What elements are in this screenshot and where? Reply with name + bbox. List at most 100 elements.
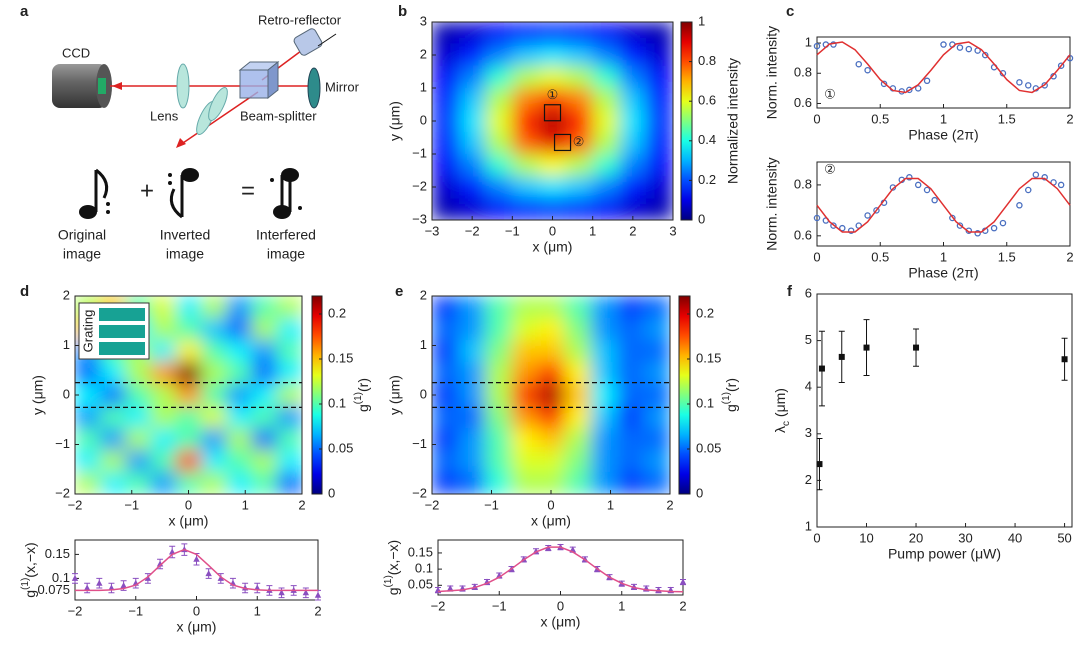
point — [1032, 171, 1040, 178]
cell — [201, 450, 227, 473]
cell — [485, 132, 513, 155]
cell — [646, 88, 674, 111]
cell — [75, 384, 101, 407]
x-tick-label: 0.5 — [871, 111, 889, 126]
axis-label: g(1)(r) — [353, 378, 371, 412]
cell — [619, 66, 647, 89]
y-tick-label: 3 — [805, 425, 812, 440]
fit-line — [75, 548, 318, 592]
cell — [432, 472, 459, 495]
x-tick-label: 2 — [629, 223, 636, 238]
annotation: ② — [824, 161, 836, 176]
cell — [251, 318, 278, 341]
y-tick-label: 4 — [805, 379, 812, 394]
cell — [537, 450, 565, 473]
point — [863, 344, 870, 351]
cell — [511, 472, 539, 495]
point — [923, 186, 931, 194]
cell — [458, 318, 486, 341]
point — [965, 45, 973, 53]
colorbar-tick-label: 0 — [328, 485, 335, 500]
cell — [537, 406, 565, 429]
cell — [458, 428, 486, 451]
cell — [511, 296, 539, 319]
panel: f 0 10 20 30 40 50 1 2 3 4 5 6 — [787, 283, 1073, 545]
cell — [125, 472, 152, 495]
cell — [251, 406, 278, 429]
x-tick-label: 0 — [813, 530, 820, 545]
cell — [539, 154, 567, 177]
cell — [458, 198, 487, 221]
x-tick-label: 20 — [909, 530, 923, 545]
cell — [226, 472, 253, 495]
cell — [590, 406, 618, 429]
point — [914, 181, 922, 189]
cell — [175, 428, 202, 451]
cell — [150, 384, 177, 407]
cell — [619, 176, 647, 199]
colorbar-tick-label: 0.05 — [696, 440, 721, 455]
cell — [201, 296, 227, 319]
cell — [512, 88, 540, 111]
cell — [201, 340, 227, 363]
cell — [617, 340, 645, 363]
label-part: λ — [772, 426, 788, 433]
panel: d 0 0.05 0.1 0.15 0.2 Grating −2 −1 0 1 2 −2 −1 0 1 2 — [20, 283, 353, 512]
cell — [458, 154, 487, 177]
x-tick-label: 0 — [193, 603, 200, 618]
x-tick-label: 1 — [940, 111, 947, 126]
diagram: a Retro-reflector CCD Lens Beam-splitter… — [20, 3, 360, 262]
cell — [226, 450, 253, 473]
point — [120, 582, 127, 589]
cell — [432, 406, 459, 429]
cell — [432, 88, 460, 111]
y-tick-label: 0.6 — [794, 95, 812, 110]
cell — [592, 154, 620, 177]
axis-label: x (μm) — [531, 513, 571, 529]
colorbar-tick-label: 1 — [698, 13, 705, 28]
y-tick-label: 0.8 — [794, 65, 812, 80]
panel: 0 0.5 1 1.5 2 0.6 0.8 ② — [794, 161, 1074, 264]
cell — [565, 176, 594, 199]
cell — [512, 132, 540, 155]
x-tick-label: 1 — [618, 598, 625, 613]
cell — [432, 66, 460, 89]
cell — [484, 296, 512, 319]
cell — [484, 406, 512, 429]
y-tick-label: 0.6 — [794, 227, 812, 242]
roi-box — [543, 104, 562, 122]
cell — [458, 340, 486, 363]
panel-label: a — [20, 3, 29, 20]
point — [906, 86, 913, 94]
cell — [485, 154, 513, 177]
cell — [643, 362, 671, 385]
point — [999, 219, 1007, 227]
cell — [175, 340, 202, 363]
point — [931, 196, 938, 204]
ccd-sensor — [98, 78, 106, 94]
cell — [484, 450, 512, 473]
cell — [511, 428, 539, 451]
cell — [276, 384, 303, 407]
y-tick-label: 2 — [805, 472, 812, 487]
cell — [458, 176, 487, 199]
cell — [226, 428, 253, 451]
cell — [592, 110, 620, 133]
y-tick-label: −1 — [412, 145, 427, 160]
cell — [537, 384, 565, 407]
panel: b 0 0.2 0.4 0.6 0.8 1 ① ② −3 −2 −1 0 1 2 3 −3 −2 −1 0 1 2 3 — [398, 3, 716, 238]
cell — [512, 110, 540, 133]
cell — [617, 406, 645, 429]
point — [193, 555, 200, 562]
cell — [432, 154, 460, 177]
label: Beam-splitter — [240, 108, 317, 123]
y-tick-label: 5 — [805, 332, 812, 347]
cell — [432, 110, 460, 133]
axis-label: g(1)(r) — [721, 378, 739, 412]
cell — [226, 384, 253, 407]
point — [1057, 62, 1065, 69]
x-tick-label: −1 — [128, 603, 143, 618]
cell — [458, 110, 487, 133]
cell — [617, 428, 645, 451]
x-tick-label: 2 — [1066, 249, 1073, 264]
